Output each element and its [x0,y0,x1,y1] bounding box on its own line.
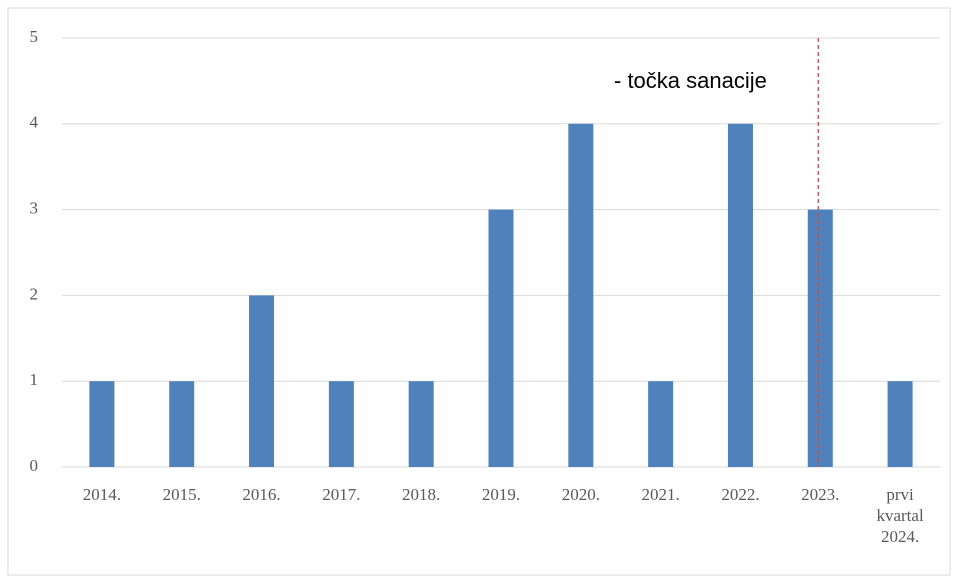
x-tick-label: 2019. [481,485,521,504]
bar [887,381,913,467]
bar [249,295,275,467]
x-tick-label: 2015. [162,485,201,504]
x-tick-label: 2021. [641,485,680,504]
x-tick-label: 2022. [721,485,760,504]
bar [169,381,195,467]
y-tick-label: 0 [30,456,39,475]
bar [89,381,115,467]
chart-frame [7,7,951,576]
y-tick-label: 2 [30,284,39,303]
bar [568,123,594,468]
bar [807,209,833,467]
y-tick-label: 5 [30,27,39,46]
bar [408,381,434,467]
annotation: - točka sanacije [614,68,767,93]
bar [648,381,674,467]
x-tick-label: prvi kvartal 2024. [876,485,924,546]
x-tick-label: 2017. [322,485,361,504]
x-tick-label: 2018. [402,485,441,504]
bar [488,209,514,467]
x-tick-label: 2016. [242,485,281,504]
y-tick-label: 4 [30,113,39,132]
bar [328,381,354,467]
y-tick-label: 1 [30,370,39,389]
bar [727,123,753,468]
x-tick-label: 2023. [801,485,840,504]
y-tick-label: 3 [30,199,39,218]
x-tick-label: 2014. [82,485,122,504]
x-tick-label: 2020. [561,485,600,504]
